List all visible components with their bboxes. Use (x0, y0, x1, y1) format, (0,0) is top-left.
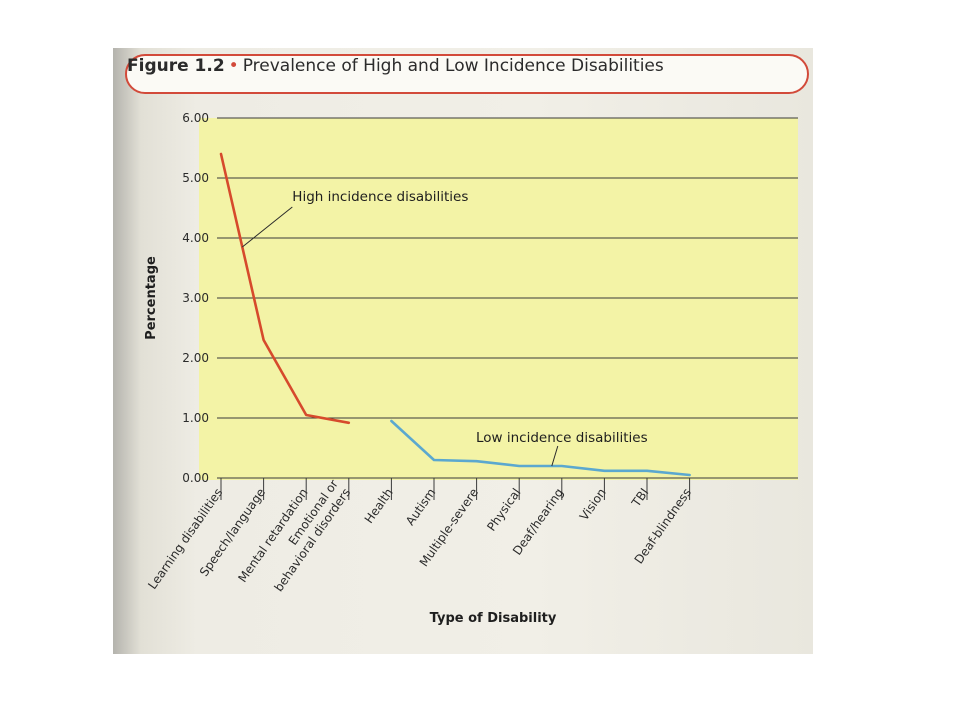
y-tick-labels: 0.00 1.00 2.00 3.00 4.00 5.00 6.00 (182, 111, 209, 485)
line-chart: 0.00 1.00 2.00 3.00 4.00 5.00 6.00 Learning di… (144, 111, 798, 626)
x-tick-label: Autism (403, 486, 438, 528)
scanned-page: Figure 1.2 • Prevalence of High and Low In… (113, 48, 813, 654)
low-incidence-leader (551, 445, 559, 467)
y-tick-label: 2.00 (182, 351, 209, 365)
figure-header (125, 54, 809, 94)
x-tick-labels: Learning disabilitiesSpeech/languageMent… (145, 477, 694, 594)
x-tick-label: Health (362, 486, 396, 526)
y-axis-title: Percentage (144, 256, 159, 340)
plot-area (199, 118, 798, 480)
figure-title-text: Prevalence of High and Low Incidence Dis… (242, 56, 664, 76)
y-tick-label: 1.00 (182, 411, 209, 425)
y-tick-label: 0.00 (182, 471, 209, 485)
figure-label: Figure 1.2 (127, 56, 225, 76)
x-tick-label-line: TBI (628, 486, 651, 511)
x-tick-label-line: Vision (577, 486, 609, 523)
y-tick-label: 3.00 (182, 291, 209, 305)
y-tick-label: 5.00 (182, 171, 209, 185)
x-tick-label: Learning disabilities (145, 486, 225, 592)
x-tick-label: TBI (628, 486, 651, 511)
low-incidence-line (390, 419, 691, 477)
high-incidence-leader (241, 206, 293, 248)
figure-title: Figure 1.2 • Prevalence of High and Low In… (127, 56, 664, 76)
x-tick-label-line: Physical (484, 486, 523, 534)
figure-separator: • (228, 56, 239, 76)
x-tick-label-line: Autism (403, 486, 438, 528)
x-tick-label-line: Health (362, 486, 396, 526)
x-tick-label: Vision (577, 486, 609, 523)
annotations: High incidence disabilities Low incidence… (241, 189, 648, 467)
y-tick-label: 4.00 (182, 231, 209, 245)
x-tick-label: Physical (484, 486, 523, 534)
x-tick-marks (220, 478, 691, 500)
x-tick-label-line: Learning disabilities (145, 486, 225, 592)
high-incidence-label: High incidence disabilities (292, 189, 468, 205)
gridlines (217, 117, 798, 479)
low-incidence-label: Low incidence disabilities (476, 430, 648, 446)
x-axis-title: Type of Disability (430, 611, 557, 626)
y-tick-label: 6.00 (182, 111, 209, 125)
